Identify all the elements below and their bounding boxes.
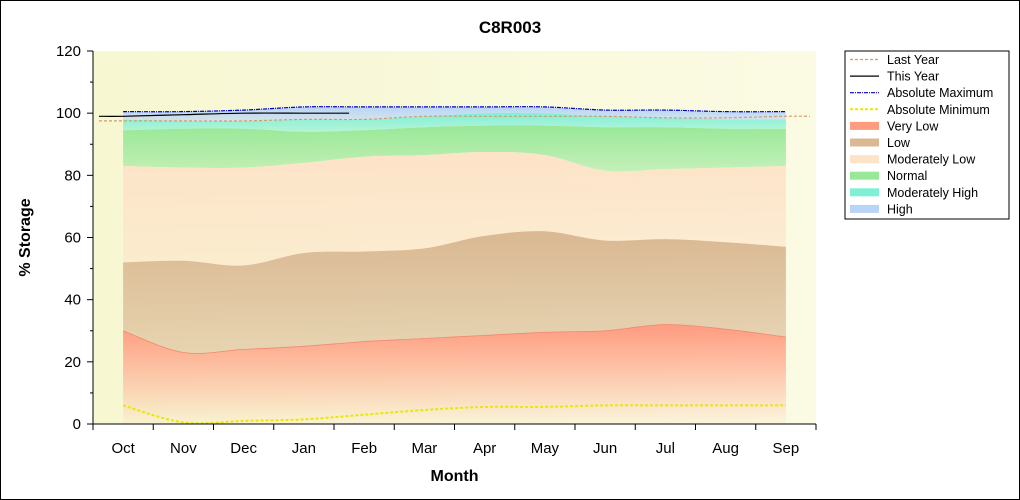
band-low (123, 231, 786, 354)
x-tick-label: May (531, 440, 560, 457)
legend-swatch (850, 121, 879, 130)
y-tick-label: 60 (64, 230, 81, 247)
legend-entry: Absolute Maximum (887, 86, 993, 100)
band-normal (123, 125, 786, 172)
x-tick-label: Nov (170, 440, 197, 457)
legend-entry: Absolute Minimum (887, 103, 990, 117)
band-moderately-high (123, 112, 786, 132)
legend-entry: This Year (887, 70, 939, 84)
legend-entry: High (887, 202, 913, 216)
x-axis-label: Month (431, 468, 479, 485)
x-tick-label: Mar (411, 440, 437, 457)
x-tick-label: Dec (230, 440, 257, 457)
y-axis-label: % Storage (17, 198, 34, 276)
y-tick-label: 20 (64, 354, 81, 371)
x-tick-label: Jun (593, 440, 617, 457)
y-tick-label: 120 (56, 43, 81, 60)
x-tick-label: Oct (111, 440, 135, 457)
axes: 0 20 40 60 80 100 120 Oct Nov Dec Jan Feb Mar Apr May J… (56, 43, 817, 457)
legend-swatch (850, 204, 879, 213)
legend-swatch (850, 138, 879, 147)
legend-swatch (850, 188, 879, 197)
legend-entry: Moderately High (887, 186, 978, 200)
band-areas (122, 106, 786, 424)
legend-entry: Moderately Low (887, 153, 976, 167)
y-tick-label: 80 (64, 167, 81, 184)
legend-swatch (850, 171, 879, 180)
line-absolute-maximum (123, 106, 786, 113)
y-tick-label: 0 (73, 416, 81, 433)
line-absolute-minimum (122, 404, 786, 425)
x-tick-label: Jan (292, 440, 316, 457)
x-tick-label: Sep (773, 440, 800, 457)
chart-title: C8R003 (479, 18, 541, 37)
x-tick-label: Jul (656, 440, 675, 457)
legend-entry: Normal (887, 169, 927, 183)
band-moderately-low (123, 152, 786, 266)
line-this-year (98, 112, 350, 117)
legend-swatch (850, 155, 879, 164)
legend-entry: Last Year (887, 53, 939, 67)
series-lines (98, 106, 811, 425)
x-tick-label: Feb (351, 440, 377, 457)
x-tick-label: Apr (473, 440, 496, 457)
x-tick-label: Aug (712, 440, 739, 457)
legend-entry: Very Low (887, 119, 939, 133)
y-tick-label: 100 (56, 105, 81, 122)
legend: Last Year This Year Absolute Maximum Absolu… (844, 50, 1010, 220)
line-last-year (99, 115, 811, 122)
band-very-low-edge (122, 324, 786, 354)
band-very-low (123, 324, 786, 424)
legend-entry: Low (887, 136, 911, 150)
y-tick-label: 40 (64, 292, 81, 309)
